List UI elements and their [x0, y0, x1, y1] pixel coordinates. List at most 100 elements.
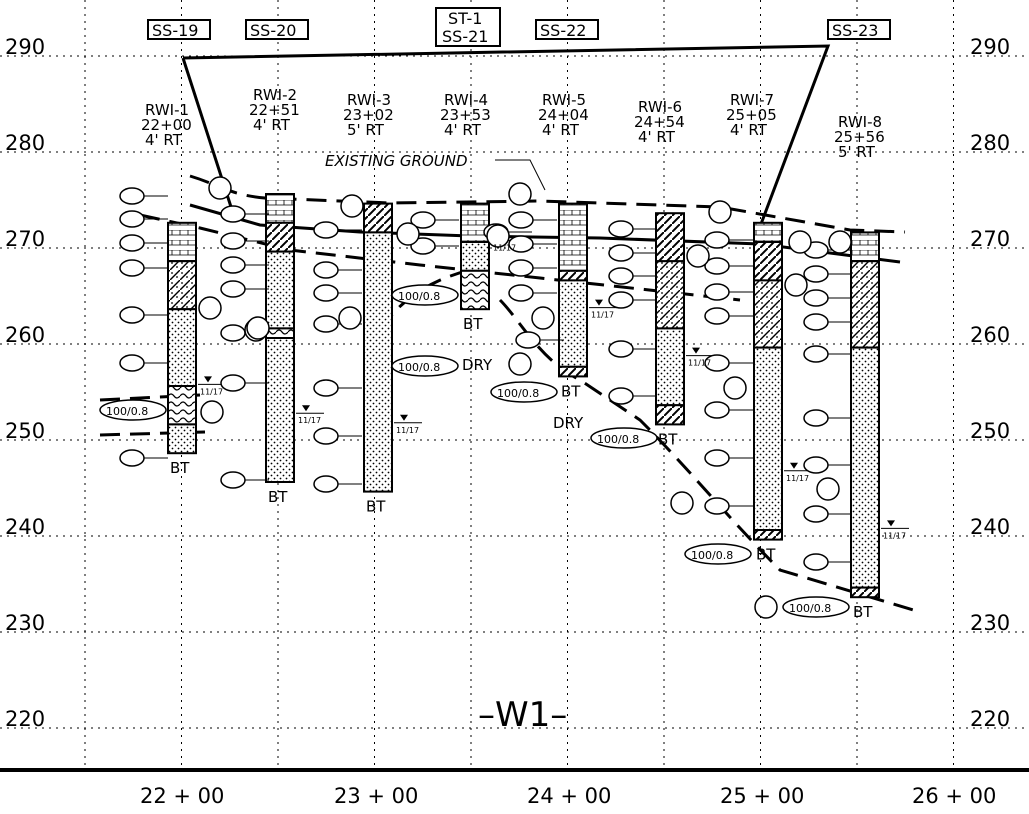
boring-layer	[265, 221, 295, 253]
ss-box-label: SS-20	[250, 21, 296, 40]
stratum-circle	[508, 352, 532, 376]
blow-count-marker	[220, 280, 246, 298]
boring-layer	[265, 193, 295, 224]
boring-bt: BT	[463, 315, 483, 333]
boring-station: 22+51	[249, 101, 300, 119]
boring-layer	[167, 385, 197, 426]
boring-offset: 5' RT	[347, 121, 385, 139]
refusal-label: 100/0.8	[106, 405, 148, 418]
water-table-marker	[302, 405, 310, 412]
blow-count-marker	[704, 283, 730, 301]
stratum-circle	[200, 400, 224, 424]
boring-layer	[265, 327, 295, 339]
boring-layer	[558, 279, 588, 368]
boring-offset: 4' RT	[638, 128, 676, 146]
boring-layer	[363, 202, 393, 234]
water-table-marker	[400, 414, 408, 421]
existing-ground-label: EXISTING GROUND	[325, 152, 468, 170]
blow-count-marker	[220, 256, 246, 274]
elevation-label-left: 230	[5, 611, 45, 635]
boring-layer	[460, 241, 490, 272]
boring-layer	[753, 221, 783, 244]
blow-count-marker	[119, 210, 145, 228]
labels: 290 290 280 280 270 270 260 260 250 250 240 240 230 2…	[5, 35, 1010, 808]
boring-name: RWI-4	[444, 91, 488, 109]
ss-box	[827, 19, 891, 40]
blow-count-marker	[313, 379, 339, 397]
stratum-circle	[338, 306, 362, 330]
elevation-label-left: 260	[5, 323, 45, 347]
boring-offset: 4' RT	[145, 131, 183, 149]
elevation-label-right: 240	[970, 515, 1010, 539]
boring-layer	[265, 337, 295, 483]
boring-station: 24+54	[634, 113, 685, 131]
boring-layer	[167, 221, 197, 263]
station-label: 24 + 00	[527, 784, 611, 808]
blow-count-marker	[803, 265, 829, 283]
boring-offset: 4' RT	[542, 121, 580, 139]
boring-layer	[655, 327, 685, 407]
station-label: 23 + 00	[334, 784, 418, 808]
refusal-label: 100/0.8	[398, 361, 440, 374]
station-label: 25 + 00	[720, 784, 804, 808]
blow-count-marker	[608, 340, 634, 358]
stratum-circle	[828, 230, 852, 254]
stratum-circle	[486, 224, 510, 248]
stratum-circle	[340, 194, 364, 218]
water-table-marker	[692, 347, 700, 354]
ss-boxes: SS-19 SS-20 SS-22 SS-23 ST-1SS-21	[147, 7, 891, 47]
boring-layer	[753, 241, 783, 282]
elevation-label-left: 290	[5, 35, 45, 59]
ss-box-label: SS-22	[540, 21, 586, 40]
boring-station: 24+04	[538, 106, 589, 124]
blow-count-marker	[119, 259, 145, 277]
blow-count-marker	[803, 553, 829, 571]
st-box-label: ST-1	[448, 9, 482, 28]
boring-name: RWI-8	[838, 113, 882, 131]
ss-box-label: SS-19	[152, 21, 198, 40]
blow-count-marker	[704, 231, 730, 249]
elevation-label-right: 220	[970, 707, 1010, 731]
blow-count-marker	[508, 259, 534, 277]
boring-offset: 4' RT	[253, 116, 291, 134]
blow-count-marker	[704, 401, 730, 419]
boring-name: RWI-2	[253, 86, 297, 104]
blow-count-marker	[313, 315, 339, 333]
elevation-label-left: 220	[5, 707, 45, 731]
boring-layer	[363, 231, 393, 493]
boring-offset: 5' RT	[838, 143, 876, 161]
boring-name: RWI-6	[638, 98, 682, 116]
blow-count-marker	[119, 234, 145, 252]
ss-box	[245, 19, 309, 40]
blow-count-marker	[803, 313, 829, 331]
water-table-date: 11/17	[200, 387, 223, 396]
refusal-oval	[590, 427, 658, 449]
boring-layer	[850, 231, 880, 263]
blow-count-marker	[803, 409, 829, 427]
blow-count-marker	[119, 449, 145, 467]
blow-count-marker	[119, 187, 145, 205]
water-table-date: 11/17	[883, 531, 906, 540]
refusal-label: 100/0.8	[497, 387, 539, 400]
elevation-label-left: 250	[5, 419, 45, 443]
blow-count-marker	[608, 220, 634, 238]
blow-count-marker	[313, 261, 339, 279]
refusal-oval	[684, 543, 752, 565]
stratum-circle	[723, 376, 747, 400]
blow-count-marker	[608, 291, 634, 309]
refusal-label: 100/0.8	[597, 433, 639, 446]
boring-station: 22+00	[141, 116, 192, 134]
water-table-date: 11/17	[298, 416, 321, 425]
water-table-marker	[204, 376, 212, 383]
elevation-label-left: 270	[5, 227, 45, 251]
boring-layer	[167, 308, 197, 388]
stratum-circle	[396, 222, 420, 246]
boring-layer	[558, 365, 588, 378]
boring-station: 23+02	[343, 106, 394, 124]
boring-layer	[753, 529, 783, 541]
ss-box	[535, 19, 599, 40]
boring-bt: BT	[853, 603, 873, 621]
boring-offset: 4' RT	[444, 121, 482, 139]
